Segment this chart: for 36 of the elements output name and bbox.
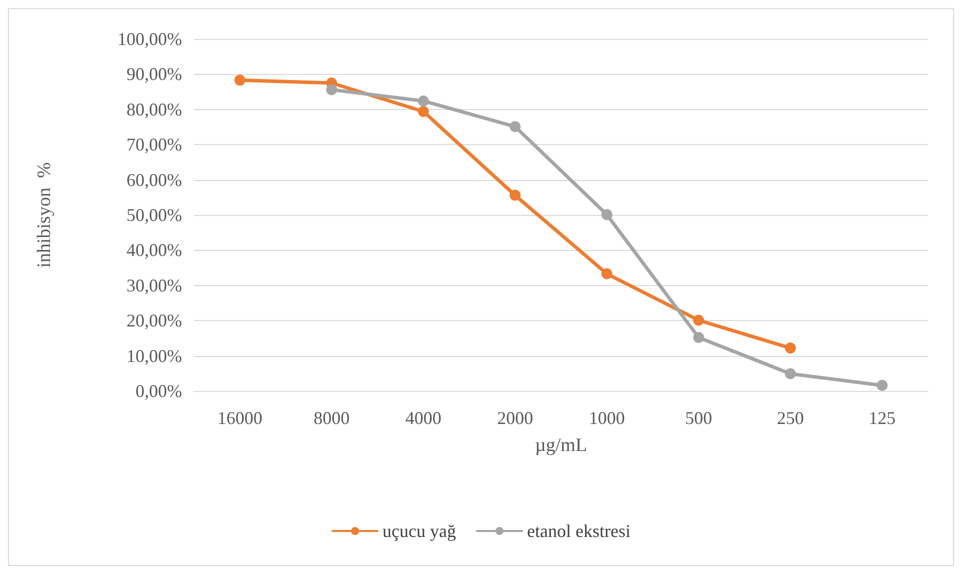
point: [510, 190, 521, 201]
x-tick-label: 125: [868, 408, 896, 428]
y-tick-label: 60,00%: [126, 170, 182, 190]
legend-label: uçucu yağ: [382, 521, 456, 541]
x-tick-label: 2000: [497, 408, 534, 428]
point: [326, 84, 338, 96]
y-axis-title: inhibisyon %: [34, 162, 55, 268]
point: [693, 314, 704, 326]
point: [693, 332, 704, 343]
point: [601, 268, 612, 280]
y-tick-label: 90,00%: [126, 64, 182, 84]
y-tick-label: 0,00%: [136, 381, 182, 401]
y-tick-label: 70,00%: [126, 134, 182, 155]
y-tick-label: 20,00%: [126, 310, 182, 331]
point: [234, 74, 246, 86]
point: [784, 342, 796, 354]
point: [876, 380, 888, 391]
point: [418, 95, 429, 106]
point: [510, 121, 521, 132]
x-tick-label: 4000: [405, 408, 442, 428]
x-axis-title: µg/mL: [534, 435, 588, 456]
y-tick-label: 30,00%: [126, 275, 182, 296]
legend-label: etanol ekstresi: [527, 521, 630, 541]
x-tick-label: 250: [776, 408, 804, 428]
point: [784, 368, 796, 380]
x-tick-label: 500: [685, 408, 712, 428]
point: [418, 106, 429, 118]
point: [601, 209, 612, 220]
y-tick-label: 80,00%: [126, 99, 182, 120]
x-tick-label: 8000: [314, 408, 350, 428]
x-tick-label: 16000: [217, 408, 262, 428]
y-tick-label: 10,00%: [126, 346, 182, 366]
y-tick-label: 100,00%: [118, 29, 182, 49]
x-tick-label: 1000: [588, 408, 625, 428]
y-tick-label: 40,00%: [126, 240, 182, 260]
y-tick-label: 50,00%: [126, 205, 182, 225]
